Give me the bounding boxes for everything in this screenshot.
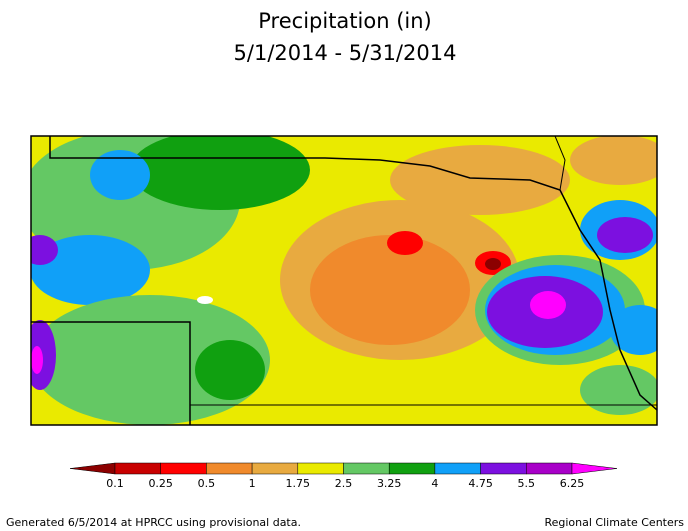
precip-field bbox=[31, 136, 657, 425]
legend-label: 3.25 bbox=[377, 477, 402, 490]
boundaries bbox=[30, 135, 658, 426]
legend-swatch bbox=[160, 462, 207, 475]
legend-swatch bbox=[114, 462, 161, 475]
legend-label: 2.5 bbox=[335, 477, 353, 490]
legend-label: 4 bbox=[431, 477, 438, 490]
footer-left: Generated 6/5/2014 at HPRCC using provis… bbox=[6, 516, 301, 529]
legend-swatch bbox=[297, 462, 344, 475]
title-line: 5/1/2014 - 5/31/2014 bbox=[234, 41, 457, 65]
legend-label: 1 bbox=[249, 477, 256, 490]
legend-swatch bbox=[526, 462, 573, 475]
legend-label: 6.25 bbox=[560, 477, 585, 490]
title-line: Precipitation (in) bbox=[258, 9, 431, 33]
legend: 0.1 0.25 0.5 1 1.75 2.5 3.25 4 4.75 5.5 6.25 bbox=[69, 462, 618, 490]
legend-swatch bbox=[206, 462, 253, 475]
legend-label: 5.5 bbox=[518, 477, 536, 490]
legend-swatch bbox=[571, 462, 618, 475]
legend-swatch bbox=[251, 462, 299, 475]
footer-right: Regional Climate Centers bbox=[544, 516, 684, 529]
legend-label: 0.1 bbox=[106, 477, 124, 490]
legend-swatch bbox=[434, 462, 481, 475]
legend-swatch bbox=[343, 462, 390, 475]
legend-swatch bbox=[480, 462, 527, 475]
legend-label: 4.75 bbox=[468, 477, 493, 490]
legend-swatch bbox=[69, 462, 116, 475]
legend-label: 1.75 bbox=[286, 477, 311, 490]
legend-label: 0.25 bbox=[148, 477, 173, 490]
legend-swatch bbox=[388, 462, 436, 475]
legend-label: 0.5 bbox=[198, 477, 216, 490]
